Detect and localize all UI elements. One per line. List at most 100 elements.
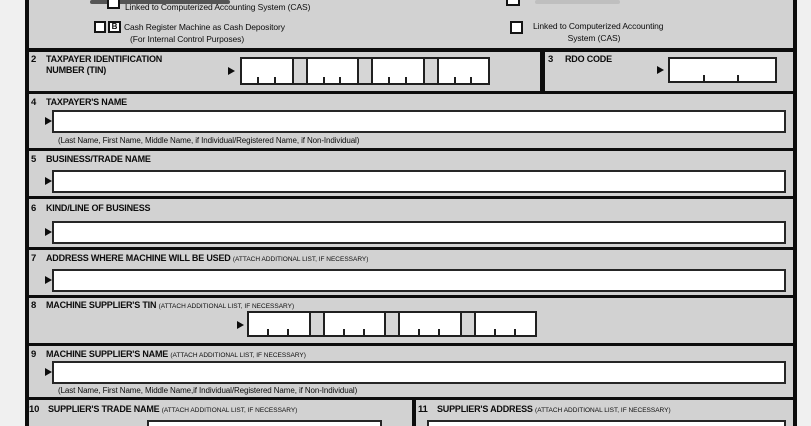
- item-number: 6: [31, 203, 37, 214]
- supplier-address-input[interactable]: [427, 420, 786, 426]
- rdo-code-label: RDO CODE: [565, 54, 612, 64]
- item-number: 2: [31, 54, 37, 65]
- tin-group-3[interactable]: [400, 313, 460, 335]
- tick-mark: [418, 329, 421, 335]
- item-number: 3: [548, 54, 554, 65]
- tin-group-2[interactable]: [307, 59, 357, 83]
- field-arrow-icon: [237, 321, 244, 329]
- section-divider: [412, 400, 416, 426]
- supplier-trade-name-input[interactable]: [147, 420, 382, 426]
- field-arrow-icon: [45, 276, 52, 284]
- attach-list-note: (ATTACH ADDITIONAL LIST, IF NECESSARY): [161, 407, 298, 414]
- machine-type-section: Linked to Computerized Accounting System…: [29, 0, 793, 52]
- tick-mark: [470, 77, 473, 83]
- attach-list-note: (ATTACH ADDITIONAL LIST, IF NECESSARY): [158, 303, 295, 310]
- tick-mark: [737, 75, 740, 81]
- tin-separator: [422, 59, 439, 83]
- tin-separator: [308, 313, 325, 335]
- tick-mark: [702, 75, 705, 81]
- tin-group-4[interactable]: [438, 59, 488, 83]
- cas-linked-checkbox[interactable]: [510, 21, 523, 34]
- tin-separator: [384, 313, 400, 335]
- business-trade-name-label: BUSINESS/TRADE NAME: [46, 154, 151, 164]
- address-machine-used-row: 7 ADDRESS WHERE MACHINE WILL BE USED (AT…: [29, 250, 793, 298]
- tick-mark: [438, 329, 441, 335]
- attach-list-note: (ATTACH ADDITIONAL LIST, IF NECESSARY): [232, 256, 369, 263]
- tin-group-3[interactable]: [373, 59, 423, 83]
- cas-checkbox-label: Linked to Computerized Accounting System…: [125, 2, 311, 12]
- tin-label-line2: NUMBER (TIN): [46, 65, 107, 75]
- form-body: Linked to Computerized Accounting System…: [25, 0, 797, 426]
- tin-group-4[interactable]: [475, 313, 535, 335]
- tick-mark: [257, 77, 260, 83]
- taxpayer-name-label: TAXPAYER'S NAME: [46, 97, 127, 107]
- supplier-trade-name-label: SUPPLIER'S TRADE NAME: [48, 404, 160, 414]
- tick-mark: [513, 329, 516, 335]
- tick-mark: [273, 77, 276, 83]
- business-trade-name-input[interactable]: [52, 170, 786, 193]
- field-arrow-icon: [657, 66, 664, 74]
- business-trade-name-row: 5 BUSINESS/TRADE NAME: [29, 151, 793, 199]
- field-arrow-icon: [45, 368, 52, 376]
- item-number: 4: [31, 97, 37, 108]
- kind-line-of-business-label: KIND/LINE OF BUSINESS: [46, 203, 151, 213]
- address-machine-used-input[interactable]: [52, 269, 786, 292]
- supplier-address-label: SUPPLIER'S ADDRESS: [437, 404, 533, 414]
- cash-depository-label: Cash Register Machine as Cash Depository: [124, 22, 285, 32]
- machine-supplier-name-row: 9 MACHINE SUPPLIER'S NAME (ATTACH ADDITI…: [29, 346, 793, 400]
- machine-supplier-name-input[interactable]: [52, 361, 786, 384]
- machine-supplier-tin-input-boxes: [247, 311, 537, 337]
- tick-mark: [287, 329, 290, 335]
- attach-list-note: (ATTACH ADDITIONAL LIST, IF NECESSARY): [535, 407, 671, 414]
- machine-supplier-tin-row: 8 MACHINE SUPPLIER'S TIN (ATTACH ADDITIO…: [29, 298, 793, 346]
- cas-linked-label-line2: System (CAS): [567, 33, 621, 43]
- tick-mark: [267, 329, 270, 335]
- tin-group-1[interactable]: [249, 313, 309, 335]
- field-arrow-icon: [228, 67, 235, 75]
- field-arrow-icon: [45, 228, 52, 236]
- machine-supplier-name-label: MACHINE SUPPLIER'S NAME: [46, 349, 169, 359]
- tick-mark: [493, 329, 496, 335]
- cash-depository-checkbox[interactable]: [94, 21, 106, 33]
- cas-linked-label-line1: Linked to Computerized Accounting: [533, 21, 664, 31]
- cutoff-label-artifact: [535, 0, 620, 4]
- taxpayer-name-row: 4 TAXPAYER'S NAME (Last Name, First Name…: [29, 94, 793, 151]
- item-number: 8: [31, 300, 37, 311]
- tin-group-2[interactable]: [324, 313, 384, 335]
- field-arrow-icon: [45, 177, 52, 185]
- tick-mark: [388, 77, 391, 83]
- tick-mark: [453, 77, 456, 83]
- tin-group-1[interactable]: [242, 59, 292, 83]
- cutoff-checkbox[interactable]: [506, 0, 520, 6]
- item-number: 11: [418, 404, 428, 415]
- cash-depository-note: (For Internal Control Purposes): [130, 34, 245, 44]
- item-number: 5: [31, 154, 37, 165]
- section-divider: [540, 52, 545, 91]
- taxpayer-name-note: (Last Name, First Name, Middle Name, if …: [58, 136, 360, 145]
- cas-checkbox[interactable]: [107, 0, 120, 9]
- kind-line-of-business-input[interactable]: [52, 221, 786, 244]
- tin-separator: [291, 59, 308, 83]
- taxpayer-name-input[interactable]: [52, 110, 786, 133]
- tick-mark: [342, 329, 345, 335]
- tin-separator: [357, 59, 373, 83]
- tick-mark: [322, 77, 325, 83]
- tick-mark: [404, 77, 407, 83]
- tin-separator: [459, 313, 476, 335]
- kind-line-of-business-row: 6 KIND/LINE OF BUSINESS: [29, 199, 793, 250]
- field-arrow-icon: [45, 117, 52, 125]
- tin-rdo-row: 2 TAXPAYER IDENTIFICATION NUMBER (TIN) 3…: [29, 52, 793, 94]
- tick-mark: [362, 329, 365, 335]
- item-number: 9: [31, 349, 37, 360]
- machine-supplier-tin-label: MACHINE SUPPLIER'S TIN: [46, 300, 157, 310]
- machine-code-b-box: B: [108, 21, 121, 33]
- cutoff-text-artifact: [90, 0, 230, 4]
- rdo-code-cells[interactable]: [670, 59, 775, 81]
- item-number: 7: [31, 253, 37, 264]
- item-number: 10: [29, 404, 40, 415]
- rdo-code-input-box: [668, 57, 777, 83]
- address-machine-used-label: ADDRESS WHERE MACHINE WILL BE USED: [46, 253, 231, 263]
- supplier-trade-address-row: 10 SUPPLIER'S TRADE NAME (ATTACH ADDITIO…: [29, 400, 793, 426]
- taxpayer-tin-input-boxes: [240, 57, 490, 85]
